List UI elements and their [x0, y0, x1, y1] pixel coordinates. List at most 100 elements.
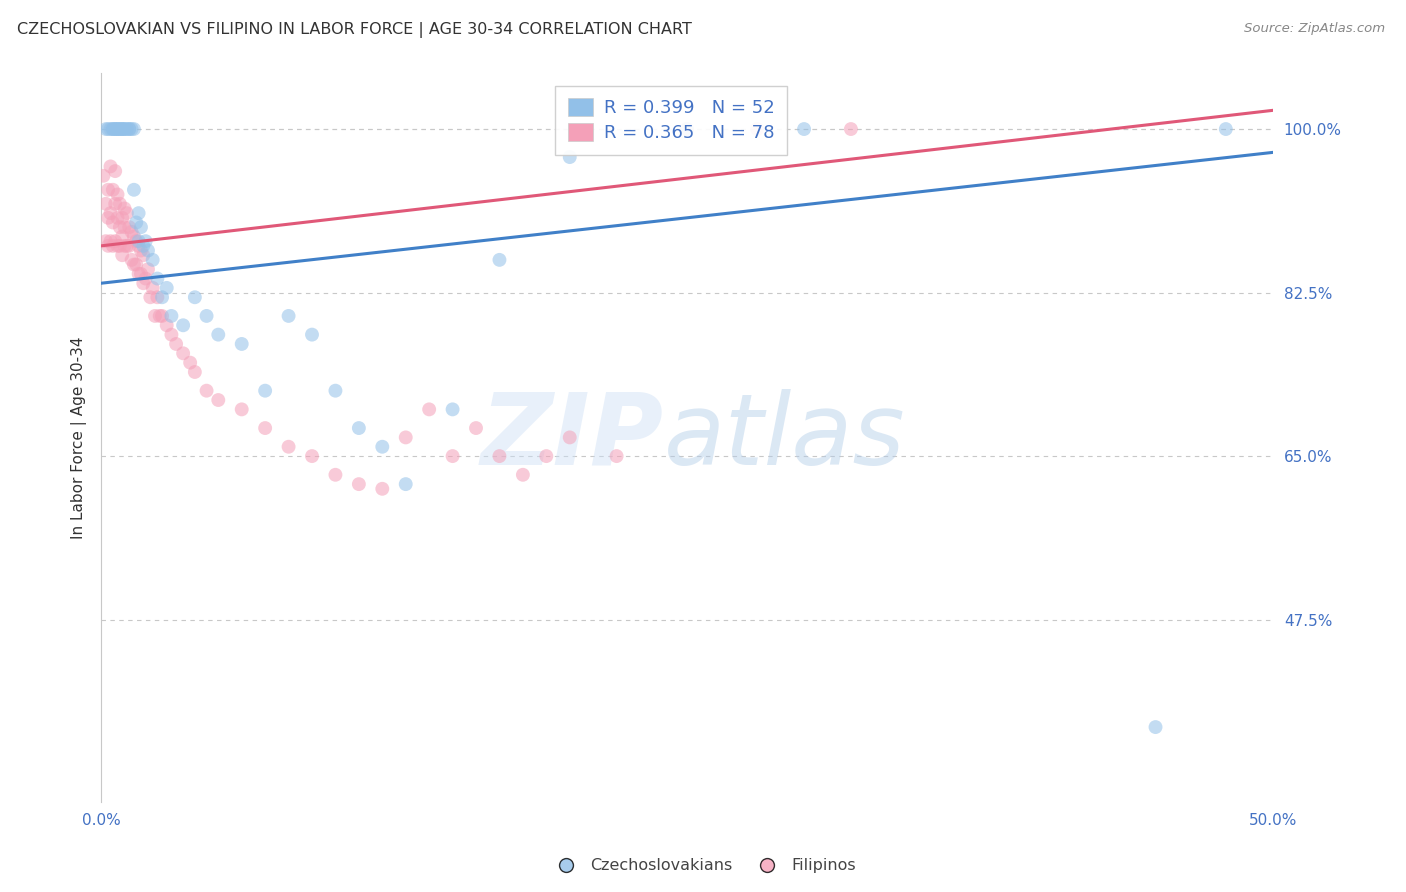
Point — [676, 122, 699, 136]
Point — [122, 258, 145, 272]
Legend: Czechoslovakians, Filipinos: Czechoslovakians, Filipinos — [544, 852, 862, 880]
Point — [254, 421, 277, 435]
Point — [558, 150, 581, 164]
Point — [104, 234, 127, 248]
Point — [108, 220, 131, 235]
Point — [107, 187, 129, 202]
Point — [111, 248, 134, 262]
Point — [101, 122, 124, 136]
Point — [101, 183, 124, 197]
Point — [143, 309, 166, 323]
Point — [207, 392, 229, 407]
Point — [122, 122, 145, 136]
Point — [150, 290, 173, 304]
Point — [108, 196, 131, 211]
Point — [114, 122, 136, 136]
Point — [104, 196, 127, 211]
Point — [136, 244, 159, 258]
Point — [184, 290, 207, 304]
Point — [111, 122, 134, 136]
Point — [129, 220, 152, 235]
Point — [97, 239, 120, 253]
Point — [371, 440, 394, 454]
Point — [100, 206, 122, 220]
Point — [132, 239, 155, 253]
Point — [301, 449, 323, 463]
Point — [97, 122, 120, 136]
Point — [142, 252, 165, 267]
Point — [277, 440, 299, 454]
Point — [160, 327, 183, 342]
Point — [136, 262, 159, 277]
Point — [115, 122, 138, 136]
Point — [122, 183, 145, 197]
Point — [441, 449, 464, 463]
Point — [129, 267, 152, 281]
Point — [150, 309, 173, 323]
Point — [395, 430, 418, 444]
Point — [115, 239, 138, 253]
Text: ZIP: ZIP — [481, 389, 664, 486]
Point — [325, 467, 347, 482]
Point — [139, 290, 162, 304]
Text: Source: ZipAtlas.com: Source: ZipAtlas.com — [1244, 22, 1385, 36]
Point — [135, 234, 157, 248]
Point — [488, 252, 510, 267]
Point — [125, 258, 148, 272]
Point — [94, 196, 117, 211]
Point — [104, 122, 127, 136]
Point — [107, 122, 129, 136]
Point — [97, 211, 120, 225]
Point — [231, 337, 253, 351]
Point — [108, 122, 131, 136]
Point — [125, 215, 148, 229]
Point — [207, 327, 229, 342]
Point — [325, 384, 347, 398]
Point — [118, 239, 141, 253]
Point — [179, 356, 201, 370]
Point — [118, 220, 141, 235]
Point — [104, 164, 127, 178]
Point — [839, 122, 862, 136]
Text: atlas: atlas — [664, 389, 905, 486]
Point — [395, 477, 418, 491]
Point — [254, 384, 277, 398]
Point — [94, 234, 117, 248]
Point — [132, 248, 155, 262]
Point — [1215, 122, 1237, 136]
Point — [301, 327, 323, 342]
Point — [195, 309, 218, 323]
Point — [172, 346, 194, 360]
Point — [347, 421, 370, 435]
Point — [128, 267, 150, 281]
Point — [793, 122, 815, 136]
Point — [111, 229, 134, 244]
Point — [184, 365, 207, 379]
Point — [101, 215, 124, 229]
Point — [114, 202, 136, 216]
Point — [101, 122, 124, 136]
Point — [146, 290, 169, 304]
Point — [101, 239, 124, 253]
Point — [195, 384, 218, 398]
Point — [156, 281, 179, 295]
Point — [94, 122, 117, 136]
Point — [121, 225, 143, 239]
Point — [142, 281, 165, 295]
Point — [125, 234, 148, 248]
Point — [347, 477, 370, 491]
Point — [121, 252, 143, 267]
Point — [156, 318, 179, 333]
Point — [122, 229, 145, 244]
Point — [107, 239, 129, 253]
Point — [135, 271, 157, 285]
Point — [1144, 720, 1167, 734]
Point — [558, 430, 581, 444]
Point — [488, 449, 510, 463]
Point — [128, 234, 150, 248]
Point — [107, 211, 129, 225]
Point — [111, 122, 134, 136]
Point — [97, 183, 120, 197]
Y-axis label: In Labor Force | Age 30-34: In Labor Force | Age 30-34 — [72, 336, 87, 539]
Point — [100, 234, 122, 248]
